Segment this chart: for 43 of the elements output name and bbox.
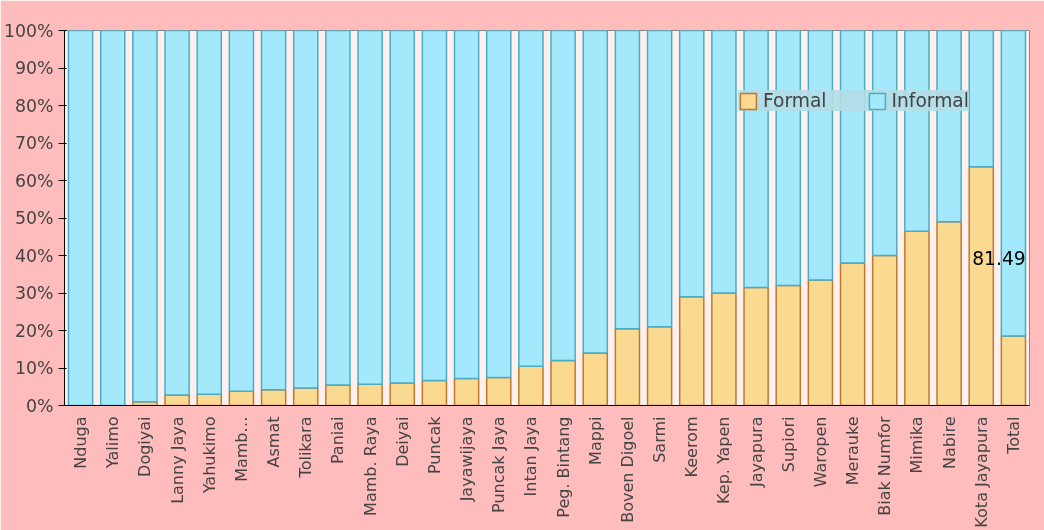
- y-tick-label: 60%: [14, 170, 54, 191]
- x-tick-label: Yahukimo: [199, 416, 219, 495]
- x-tick-label: Paniai: [328, 416, 348, 465]
- x-tick-label: Dogiyai: [135, 416, 155, 477]
- x-tick-label: Jayawijaya: [457, 416, 477, 503]
- y-tick-label: 30%: [14, 283, 54, 303]
- y-tick-label: 0%: [26, 395, 54, 416]
- legend-label: Formal: [762, 90, 827, 111]
- x-tick-label: Nduga: [71, 416, 91, 469]
- y-tick-label: 20%: [14, 320, 54, 341]
- x-tick-label: Lanny Jaya: [167, 416, 187, 504]
- x-tick-label: Mimika: [907, 416, 927, 474]
- y-tick-label: 40%: [14, 245, 54, 266]
- y-tick-label: 80%: [14, 95, 54, 116]
- y-tick-label: 100%: [3, 20, 54, 41]
- x-tick-label: Puncak Jaya: [489, 416, 509, 513]
- x-tick-label: Jayapura: [746, 416, 766, 488]
- x-tick-label: Total: [1003, 416, 1023, 455]
- x-tick-label: Boven Digoel: [617, 416, 637, 523]
- y-tick-label: 10%: [14, 358, 54, 378]
- x-tick-label: Intan Jaya: [521, 416, 541, 497]
- x-tick-label: Tolikara: [296, 416, 316, 479]
- x-tick-label: Biak Numfor: [875, 416, 895, 516]
- x-tick-label: Supiori: [778, 416, 798, 473]
- x-tick-label: Keerom: [682, 416, 702, 478]
- x-tick-label: Nabire: [939, 416, 959, 469]
- legend-label: Informal: [891, 90, 969, 111]
- x-tick-label: Waropen: [810, 416, 830, 488]
- x-tick-label: Kota Jayapura: [971, 416, 991, 528]
- x-tick-label: Deiyai: [392, 416, 412, 467]
- x-tick-label: Yalimo: [103, 416, 123, 470]
- x-tick-label: Mamb…: [231, 416, 251, 482]
- x-tick-label: Asmat: [264, 416, 284, 468]
- x-tick-label: Kep. Yapen: [714, 416, 734, 504]
- y-tick-label: 50%: [14, 208, 54, 228]
- y-tick-label: 70%: [14, 133, 54, 153]
- x-tick-label: Puncak: [424, 415, 444, 475]
- y-tick-label: 90%: [14, 58, 54, 78]
- x-tick-label: Peg. Bintang: [553, 416, 573, 518]
- x-tick-label: Mamb. Raya: [360, 416, 380, 516]
- x-tick-label: Sarmi: [650, 416, 670, 463]
- x-tick-label: Mappi: [585, 416, 605, 465]
- x-tick-label: Merauke: [843, 416, 863, 486]
